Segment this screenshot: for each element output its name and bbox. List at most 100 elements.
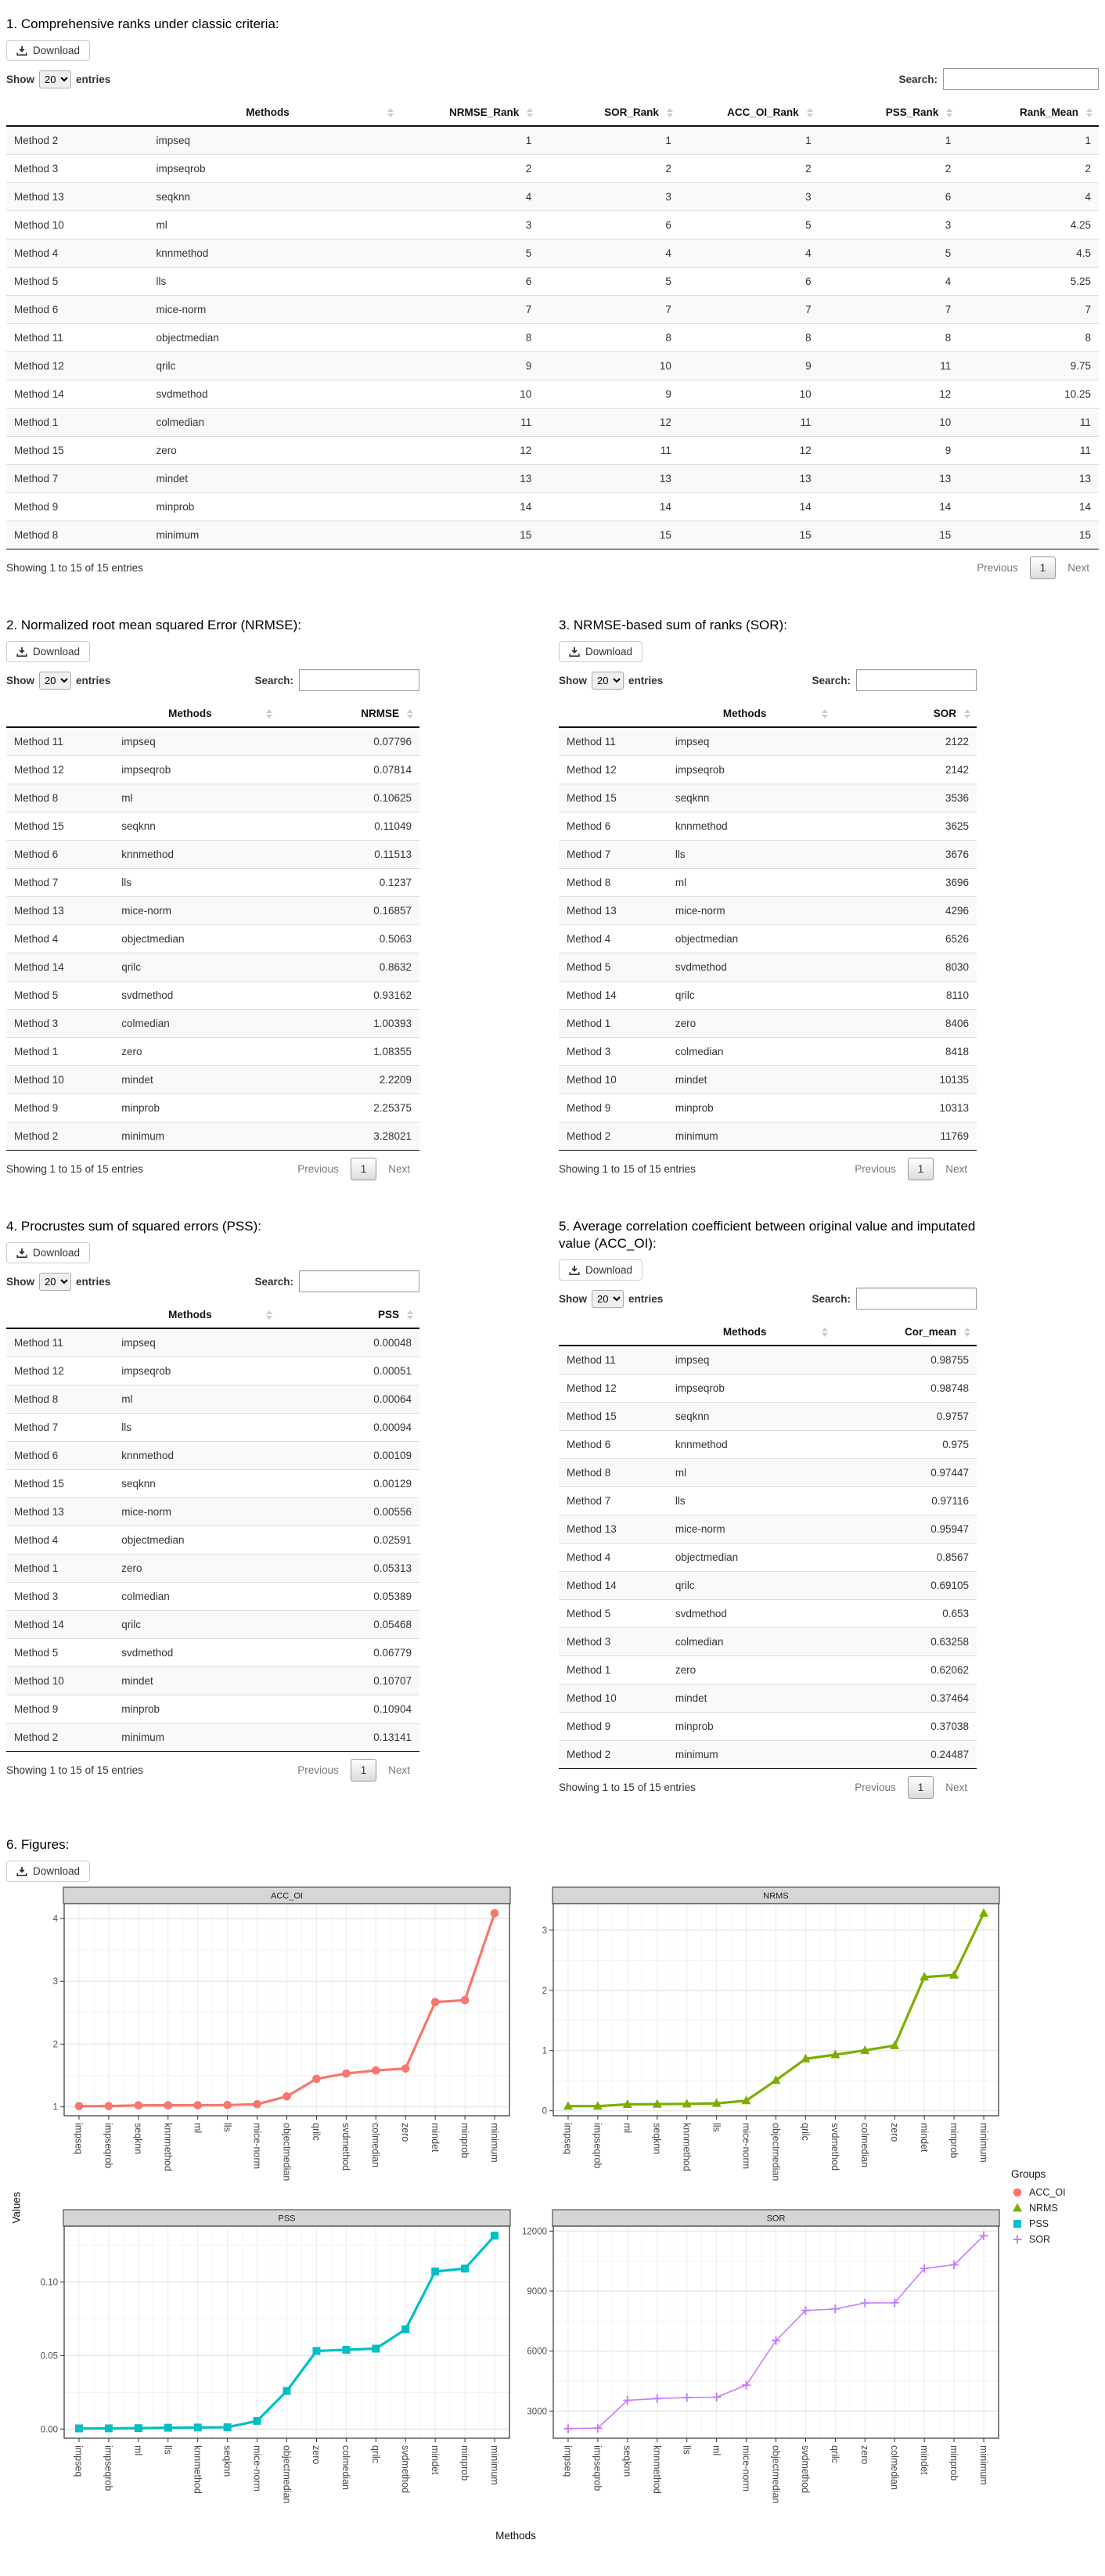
- x-tick-label: impseq: [563, 2445, 574, 2477]
- row-name: Method 9: [6, 1695, 114, 1724]
- plot-container-acc-oi: ACC_OI 1 2 3 4 impseq impseqrob seqknn knnmethod…: [27, 1885, 516, 2206]
- cell: 6: [678, 267, 819, 296]
- plot-title: NRMS: [763, 1892, 788, 1901]
- download-button[interactable]: Download: [559, 1259, 643, 1281]
- column-header-nrmse_rank[interactable]: NRMSE_Rank: [399, 99, 540, 128]
- cell: 8: [819, 323, 959, 352]
- next-button[interactable]: Next: [1067, 562, 1089, 575]
- cell: 2.2209: [279, 1065, 419, 1094]
- column-header-rownames: [6, 99, 149, 128]
- download-button[interactable]: Download: [6, 641, 91, 663]
- search-input[interactable]: [856, 1288, 977, 1310]
- cell: svdmethod: [667, 1599, 835, 1628]
- column-header-acc_oi_rank[interactable]: ACC_OI_Rank: [678, 99, 819, 128]
- page-button[interactable]: 1: [350, 1158, 377, 1181]
- cell: 0.11513: [279, 840, 419, 869]
- x-tick-label: knnmethod: [163, 2123, 174, 2171]
- column-header-cor_mean[interactable]: Cor_mean: [834, 1319, 977, 1347]
- y-tick-label: 3: [53, 1978, 58, 1987]
- column-header-nrmse[interactable]: NRMSE: [279, 701, 419, 729]
- row-name: Method 1: [559, 1655, 668, 1684]
- search-input[interactable]: [299, 669, 419, 692]
- page-size-select[interactable]: 20: [39, 70, 71, 88]
- x-tick-label: knnmethod: [192, 2445, 203, 2494]
- cell: 7: [819, 295, 959, 324]
- table-controls: Show 20 entries Search:: [6, 68, 1099, 91]
- cell: seqknn: [667, 1402, 835, 1431]
- next-button[interactable]: Next: [388, 1764, 410, 1777]
- download-button[interactable]: Download: [6, 1242, 91, 1264]
- column-header-rank_mean[interactable]: Rank_Mean: [959, 99, 1099, 128]
- column-header-sor_rank[interactable]: SOR_Rank: [539, 99, 679, 128]
- entries-label: entries: [628, 674, 664, 686]
- table-row: Method 2 minimum 11769: [559, 1122, 977, 1151]
- cell: 12: [678, 436, 819, 465]
- download-button[interactable]: Download: [6, 40, 91, 62]
- download-button[interactable]: Download: [6, 1861, 91, 1882]
- column-header-sor[interactable]: SOR: [834, 701, 977, 729]
- cell: 0.06779: [279, 1638, 419, 1667]
- previous-button[interactable]: Previous: [977, 562, 1018, 575]
- table-footer: Showing 1 to 15 of 15 entries Previous 1 Ne…: [6, 1759, 419, 1782]
- search-input[interactable]: [299, 1270, 419, 1293]
- column-header-methods[interactable]: Methods: [113, 1302, 279, 1330]
- cell: impseq: [675, 1354, 710, 1367]
- cell: 9: [539, 380, 679, 409]
- cell: minimum: [148, 521, 400, 549]
- table-row: Method 7 lls 3676: [559, 840, 977, 869]
- column-header-rownames: [6, 701, 114, 729]
- row-name: Method 5: [6, 1638, 114, 1667]
- search-label: Search:: [898, 73, 938, 85]
- cell: 15: [539, 521, 679, 549]
- cell: 0.07814: [279, 755, 419, 784]
- table-row: Method 1 zero 1.08355: [6, 1037, 419, 1066]
- page-button[interactable]: 1: [1029, 557, 1056, 580]
- row-name: Method 12: [6, 351, 149, 380]
- section-pss: 4. Procrustes sum of squared errors (PSS…: [6, 1207, 419, 1782]
- section-title: 6. Figures:: [6, 1837, 70, 1853]
- page-button[interactable]: 1: [907, 1158, 934, 1181]
- cell: colmedian: [113, 1009, 279, 1038]
- column-header-methods[interactable]: Methods: [667, 1319, 835, 1347]
- download-button[interactable]: Download: [559, 641, 643, 663]
- page-button[interactable]: 1: [907, 1776, 934, 1800]
- table-row: Method 14 qrilc 0.69105: [559, 1571, 977, 1600]
- table-row: Method 6 mice-norm 7 7 7 7 7: [6, 295, 1099, 324]
- row-name: Method 8: [6, 521, 149, 549]
- show-entries: Show 20 entries: [559, 671, 664, 690]
- search-input[interactable]: [856, 669, 977, 692]
- page-size-select[interactable]: 20: [39, 1272, 71, 1291]
- x-tick-label: minimum: [489, 2445, 500, 2485]
- next-button[interactable]: Next: [388, 1163, 410, 1176]
- search-box: Search:: [254, 669, 419, 692]
- page-size-select[interactable]: 20: [592, 1289, 624, 1308]
- previous-button[interactable]: Previous: [297, 1163, 339, 1176]
- column-header-pss[interactable]: PSS: [279, 1302, 419, 1330]
- cell: mindet: [113, 1065, 279, 1094]
- cell: colmedian: [113, 1582, 279, 1611]
- next-button[interactable]: Next: [945, 1163, 967, 1176]
- page-size-select[interactable]: 20: [592, 671, 624, 690]
- page-size-select[interactable]: 20: [39, 671, 71, 690]
- page-button[interactable]: 1: [350, 1759, 377, 1782]
- column-header-methods[interactable]: Methods: [667, 701, 835, 729]
- previous-button[interactable]: Previous: [297, 1764, 339, 1777]
- search-input[interactable]: [943, 68, 1099, 91]
- cell: minprob: [113, 1695, 279, 1724]
- section-title: 2. Normalized root mean squared Error (N…: [6, 618, 301, 633]
- cell: 5: [539, 267, 679, 296]
- x-tick-label: lls: [163, 2445, 174, 2455]
- previous-button[interactable]: Previous: [855, 1782, 896, 1794]
- column-header-methods[interactable]: Methods: [148, 99, 400, 128]
- cell: minimum: [667, 1740, 835, 1769]
- cell: 10.25: [959, 380, 1099, 409]
- cell: knnmethod: [667, 1430, 835, 1459]
- next-button[interactable]: Next: [945, 1782, 967, 1794]
- cell: zero: [667, 1009, 835, 1038]
- sort-icon: [266, 708, 273, 719]
- column-header-pss_rank[interactable]: PSS_Rank: [819, 99, 959, 128]
- previous-button[interactable]: Previous: [855, 1163, 896, 1176]
- column-header-methods[interactable]: Methods: [113, 701, 279, 729]
- cell: 4: [399, 182, 540, 211]
- cell: 6: [399, 267, 540, 296]
